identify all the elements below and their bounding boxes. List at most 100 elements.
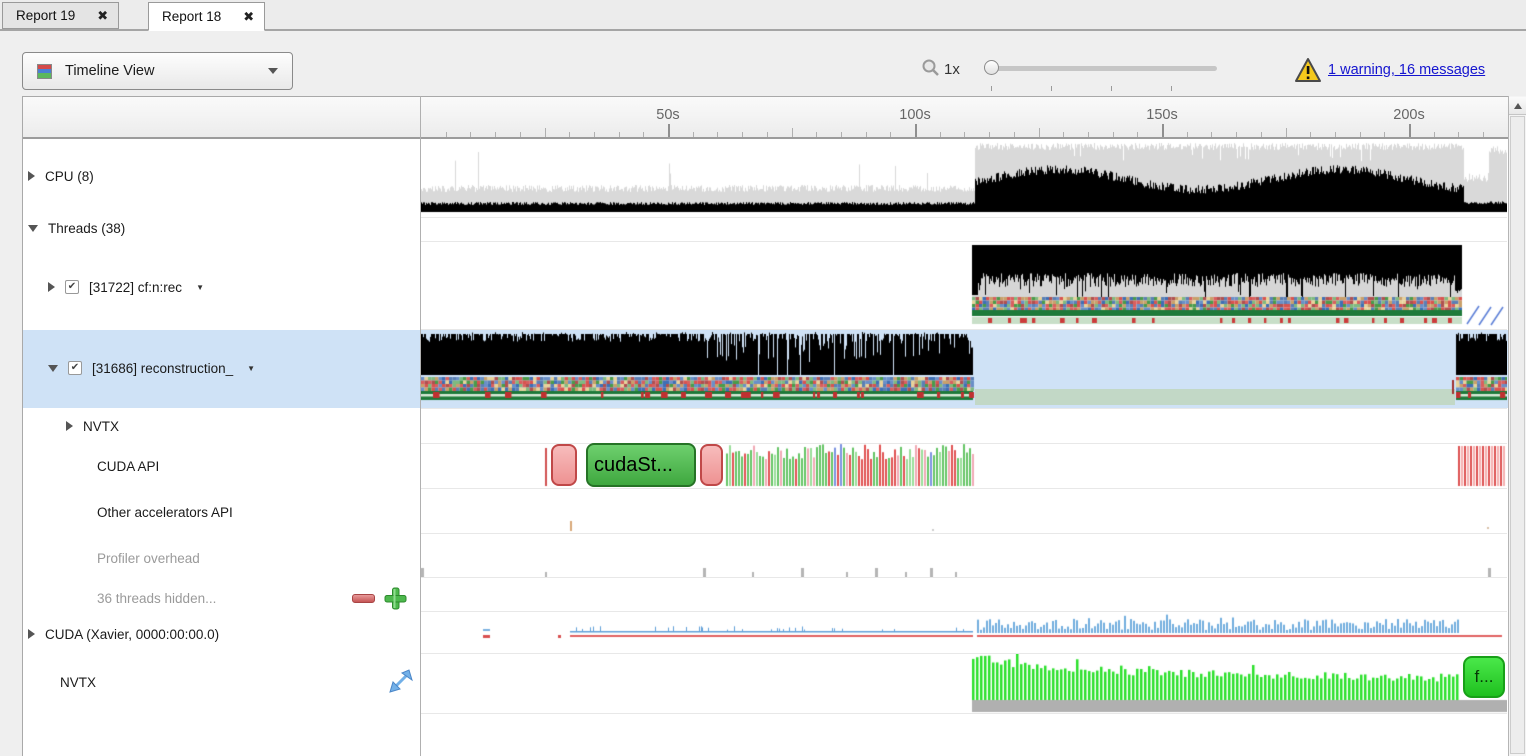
ruler-tick — [1162, 124, 1164, 137]
ruler-tick — [1286, 128, 1287, 137]
row-separator — [421, 653, 1507, 654]
row-separator — [421, 713, 1507, 714]
sidebar-item-profiler-overhead[interactable]: Profiler overhead — [23, 546, 420, 570]
sidebar-item-other-accel-api[interactable]: Other accelerators API — [23, 500, 420, 524]
ruler-label: 50s — [656, 107, 680, 123]
nvtx-device-chart[interactable] — [421, 654, 1507, 713]
expand-arrow-icon[interactable] — [48, 282, 55, 292]
ruler-tick — [594, 132, 595, 137]
nvtx-range-block[interactable]: f... — [1463, 656, 1505, 698]
sidebar-item-nvtx-thread[interactable]: NVTX — [23, 414, 420, 438]
row-separator — [421, 577, 1507, 578]
zoom-slider-track[interactable] — [985, 66, 1217, 71]
sidebar-item-label: CUDA API — [97, 458, 160, 474]
cuda-api-call-block[interactable] — [551, 444, 577, 486]
ruler-tick — [1261, 132, 1262, 137]
row-separator — [421, 488, 1507, 489]
slider-tick — [1051, 86, 1052, 91]
ruler-tick — [717, 132, 718, 137]
slider-tick — [991, 86, 992, 91]
sidebar-item-threads-hidden[interactable]: 36 threads hidden... — [23, 586, 420, 610]
sidebar-item-thread-31686[interactable]: ✔ [31686] reconstruction_ ▼ — [23, 356, 420, 380]
timeline-stripes-icon — [37, 63, 52, 79]
ruler-tick — [619, 132, 620, 137]
panel-splitter[interactable] — [420, 96, 421, 756]
cuda-api-call-block[interactable]: cudaSt... — [586, 443, 696, 487]
warning-triangle-icon — [1295, 58, 1321, 82]
thread-31686-chart[interactable] — [421, 330, 1507, 408]
sidebar-item-threads[interactable]: Threads (38) — [23, 216, 420, 240]
row-separator — [421, 217, 1507, 218]
sidebar-item-label: CPU (8) — [45, 168, 94, 184]
sidebar-item-label: [31722] cf:n:rec — [89, 279, 183, 295]
close-icon[interactable]: ✖ — [97, 8, 109, 23]
cpu-utilization-chart[interactable] — [421, 140, 1507, 217]
thread-31722-chart[interactable] — [421, 242, 1507, 328]
ruler-tick — [1310, 132, 1311, 137]
expand-arrow-icon[interactable] — [28, 171, 35, 181]
sidebar-item-cuda-api[interactable]: CUDA API — [23, 454, 420, 478]
ruler-tick — [1335, 132, 1336, 137]
row-separator — [421, 241, 1507, 242]
nvtx-range-label: f... — [1474, 667, 1494, 686]
ruler-tick — [742, 132, 743, 137]
sidebar-item-label: 36 threads hidden... — [97, 590, 217, 606]
sidebar-item-thread-31722[interactable]: ✔ [31722] cf:n:rec ▼ — [23, 275, 420, 299]
ruler-tick — [643, 132, 644, 137]
tab-report-19[interactable]: Report 19 ✖ — [2, 2, 120, 29]
sidebar-item-label: Other accelerators API — [97, 504, 233, 520]
collapse-arrow-icon[interactable] — [48, 364, 58, 372]
ruler-label: 100s — [899, 107, 931, 123]
sidebar-item-cpu[interactable]: CPU (8) — [23, 164, 420, 188]
messages-link[interactable]: 1 warning, 16 messages — [1328, 62, 1486, 78]
sidebar-item-nvtx-device[interactable]: NVTX — [23, 670, 420, 694]
ruler-tick — [495, 132, 496, 137]
add-thread-button[interactable] — [383, 586, 408, 611]
ruler-tick — [1063, 132, 1064, 137]
view-selector-dropdown[interactable]: Timeline View — [22, 52, 293, 90]
row-separator — [421, 611, 1507, 612]
thread-visible-checkbox[interactable]: ✔ — [68, 361, 82, 375]
collapse-arrow-icon[interactable] — [28, 224, 38, 232]
tab-label: Report 19 — [16, 8, 76, 23]
ruler-tick — [816, 132, 817, 137]
ruler-tick — [1409, 124, 1411, 137]
remove-thread-button[interactable] — [352, 594, 375, 603]
ruler-tick — [1211, 132, 1212, 137]
row-separator — [421, 329, 1507, 330]
scroll-up-button[interactable] — [1509, 97, 1526, 115]
resize-row-icon[interactable] — [388, 668, 414, 694]
profiler-overhead-chart[interactable] — [421, 534, 1507, 577]
tab-bar: Report 19 ✖ Report 18 ✖ — [0, 0, 1526, 31]
cuda-api-call-block[interactable] — [700, 444, 723, 486]
thread-visible-checkbox[interactable]: ✔ — [65, 280, 79, 294]
ruler-tick — [989, 132, 990, 137]
ruler-tick — [767, 132, 768, 137]
sidebar-item-cuda-xavier[interactable]: CUDA (Xavier, 0000:00:00.0) — [23, 622, 420, 646]
row-separator — [421, 533, 1507, 534]
ruler-tick — [1088, 132, 1089, 137]
expand-arrow-icon[interactable] — [66, 421, 73, 431]
ruler-tick — [446, 132, 447, 137]
other-accelerators-chart[interactable] — [421, 489, 1507, 533]
close-icon[interactable]: ✖ — [243, 9, 255, 24]
expand-arrow-icon[interactable] — [28, 629, 35, 639]
ruler-tick — [841, 132, 842, 137]
row-options-dropdown-icon[interactable]: ▼ — [196, 282, 204, 292]
row-options-dropdown-icon[interactable]: ▼ — [247, 363, 256, 373]
tab-report-18[interactable]: Report 18 ✖ — [148, 2, 266, 31]
cuda-api-chart[interactable] — [421, 443, 1507, 488]
ruler-tick — [1187, 132, 1188, 137]
sidebar-item-label: Threads (38) — [48, 220, 126, 236]
ruler-tick — [1360, 132, 1361, 137]
zoom-slider-handle[interactable] — [984, 60, 999, 75]
ruler-tick — [1236, 132, 1237, 137]
ruler-tick — [1483, 132, 1484, 137]
ruler-tick — [1434, 132, 1435, 137]
scrollbar-thumb[interactable] — [1510, 116, 1525, 754]
cuda-xavier-chart[interactable] — [421, 612, 1507, 653]
sidebar-item-label: NVTX — [60, 674, 97, 690]
time-ruler[interactable]: 50s 100s 150s 200s — [421, 97, 1508, 139]
ruler-tick — [1113, 132, 1114, 137]
